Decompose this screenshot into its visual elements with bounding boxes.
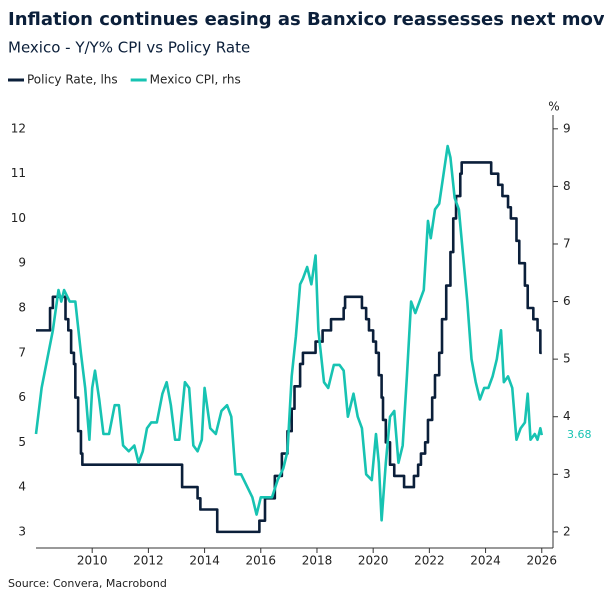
series-line [36,161,542,534]
y-tick-label: 7 [18,345,26,359]
x-tick-label: 2014 [189,554,220,568]
y-tick-label: 6 [18,390,26,404]
y-tick-label: 12 [11,121,26,135]
series-line [34,144,544,522]
y-tick-label: 3 [18,524,26,538]
legend-label: Policy Rate, lhs [27,73,118,87]
y2-tick-label: 9 [563,121,571,135]
x-tick-label: 2010 [77,554,108,568]
x-tick-label: 2026 [526,554,557,568]
y-tick-label: 10 [11,211,26,225]
chart-title: Inflation continues easing as Banxico re… [8,9,604,30]
y-tick-label: 8 [18,300,26,314]
y2-tick-label: 4 [563,409,571,423]
x-tick-label: 2016 [246,554,277,568]
y2-tick-label: 7 [563,236,571,250]
y2-tick-label: 6 [563,294,571,308]
chart-subtitle: Mexico - Y/Y% CPI vs Policy Rate [8,39,250,57]
y-tick-label: 11 [11,166,26,180]
y2-axis-label: % [548,100,559,114]
x-tick-label: 2018 [302,554,333,568]
legend-label: Mexico CPI, rhs [150,73,241,87]
y-tick-label: 9 [18,256,26,270]
y2-tick-label: 2 [563,524,571,538]
y2-tick-label: 5 [563,352,571,366]
y-tick-label: 4 [18,480,26,494]
y2-tick-label: 8 [563,179,571,193]
x-tick-label: 2022 [414,554,445,568]
x-tick-label: 2020 [358,554,389,568]
x-tick-label: 2012 [133,554,164,568]
y2-tick-label: 3 [563,467,571,481]
x-tick-label: 2024 [470,554,501,568]
value-label: 3.68 [567,428,592,441]
source-note: Source: Convera, Macrobond [8,577,167,590]
y-tick-label: 5 [18,435,26,449]
